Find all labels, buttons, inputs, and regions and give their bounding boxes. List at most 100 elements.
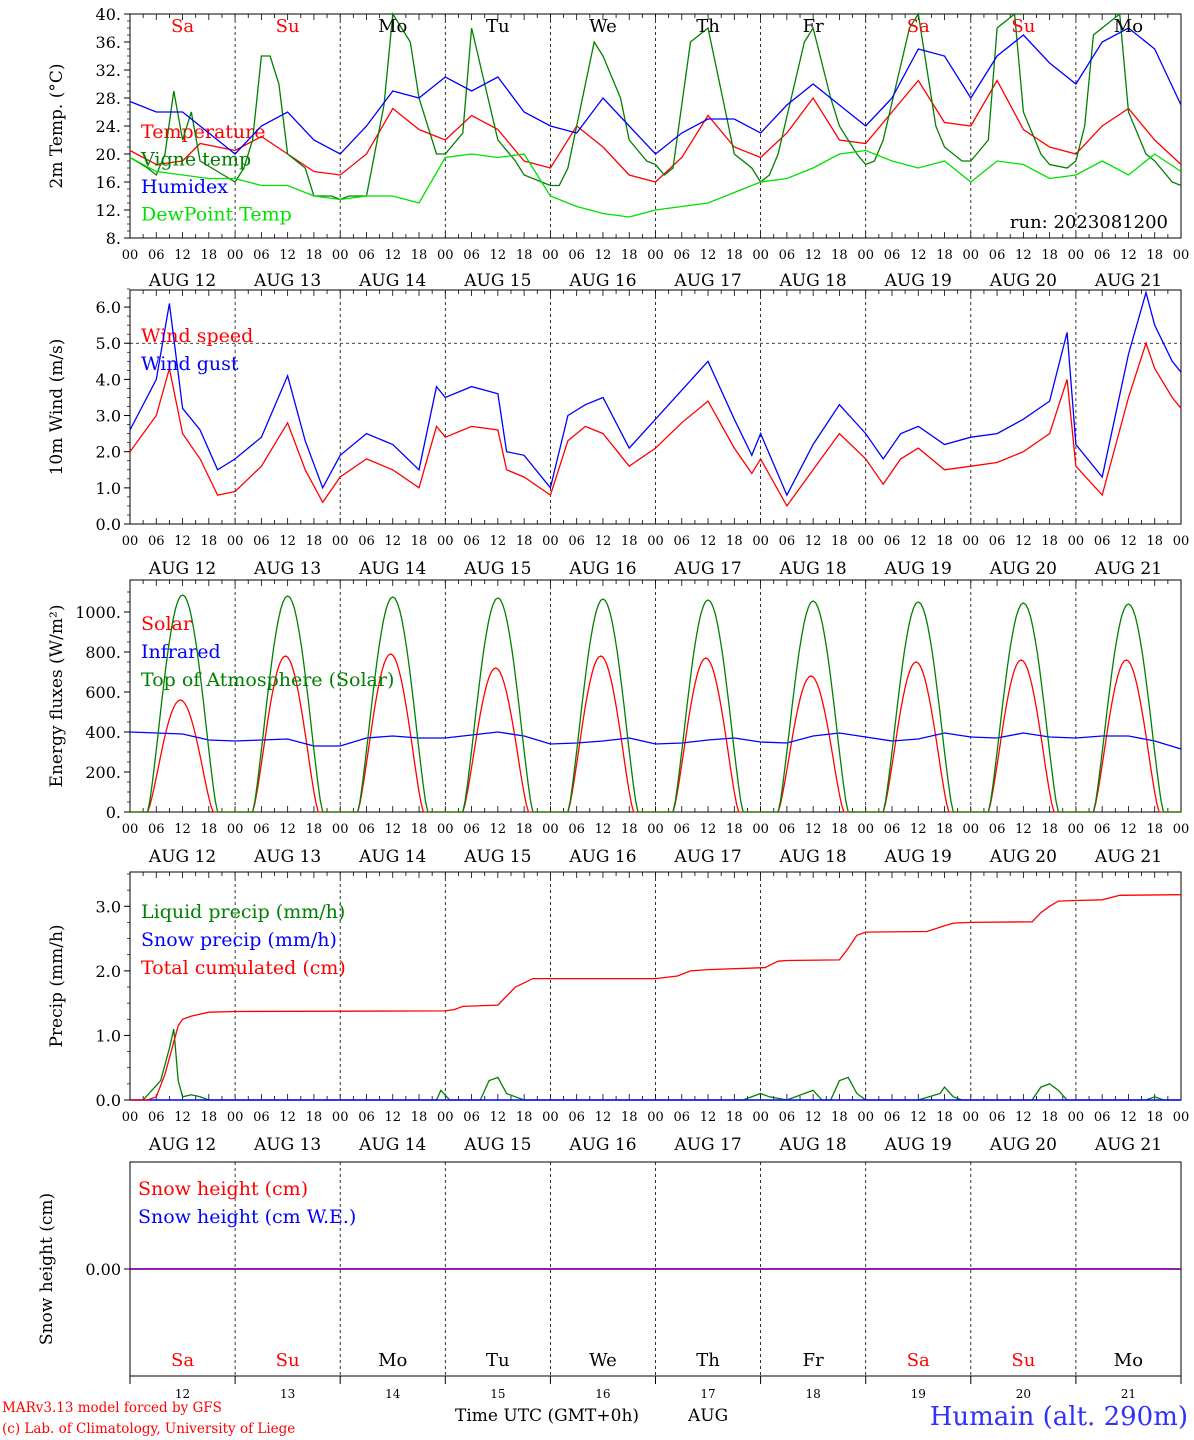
series-green-line <box>129 12 1182 201</box>
hour-tick-label: 00 <box>963 248 980 263</box>
hour-tick-label: 00 <box>1068 1110 1085 1125</box>
hour-tick-label: 18 <box>831 1110 848 1125</box>
y-tick-label: 40. <box>96 5 121 24</box>
hour-tick-label: 12 <box>910 534 927 549</box>
hour-tick-label: 00 <box>857 822 874 837</box>
weekday-label: Mo <box>378 16 407 37</box>
hour-tick-label: 12 <box>805 1110 822 1125</box>
hour-tick-label: 18 <box>306 534 323 549</box>
hour-tick-label: 06 <box>674 1110 691 1125</box>
hour-tick-label: 06 <box>779 248 796 263</box>
y-tick-label: 6.0 <box>96 298 121 317</box>
hour-tick-label: 06 <box>674 534 691 549</box>
hour-tick-label: 00 <box>963 1110 980 1125</box>
y-tick-label: 8. <box>106 229 121 248</box>
panel-3: 0. 200. 400. 600. 800. 1000. Energy fluxes (W/… <box>47 579 1189 867</box>
hour-tick-label: 00 <box>227 248 244 263</box>
date-label: AUG 21 <box>1094 271 1162 291</box>
credit-line-1: MARv3.13 model forced by GFS <box>2 1400 222 1416</box>
legend-2: Snow precip (mm/h) <box>141 929 337 951</box>
hour-tick-label: 18 <box>831 534 848 549</box>
hour-tick-label: 12 <box>490 534 507 549</box>
date-label: AUG 12 <box>148 271 216 291</box>
date-label: AUG 13 <box>253 271 321 291</box>
date-label: AUG 16 <box>568 559 636 579</box>
series-red-line <box>130 894 1182 1101</box>
hour-tick-label: 00 <box>437 534 454 549</box>
hour-tick-label: 06 <box>253 1110 270 1125</box>
hour-tick-label: 00 <box>122 248 139 263</box>
hour-tick-label: 12 <box>700 534 717 549</box>
hour-tick-label: 18 <box>621 822 638 837</box>
panel-5: 0.00 Snow height (cm) Snow height (cm) Snow… <box>37 1161 1182 1401</box>
date-label: AUG 18 <box>779 271 847 291</box>
weekday-label: We <box>589 1350 617 1371</box>
hour-tick-label: 00 <box>1173 248 1190 263</box>
hour-tick-label: 12 <box>700 822 717 837</box>
date-label: AUG 21 <box>1094 1135 1162 1155</box>
hour-tick-label: 06 <box>148 248 165 263</box>
y-tick-label: 16. <box>96 173 121 192</box>
hour-tick-label: 18 <box>201 1110 218 1125</box>
hour-tick-label: 00 <box>752 822 769 837</box>
y-tick-label: 3.0 <box>96 897 121 916</box>
hour-tick-label: 12 <box>910 822 927 837</box>
day-number-label: 13 <box>280 1387 295 1401</box>
date-label: AUG 13 <box>253 847 321 867</box>
hour-tick-label: 12 <box>1120 534 1137 549</box>
date-label: AUG 17 <box>673 559 741 579</box>
hour-tick-label: 18 <box>621 534 638 549</box>
hour-tick-label: 06 <box>884 1110 901 1125</box>
date-label: AUG 20 <box>989 559 1057 579</box>
date-label: AUG 16 <box>568 1135 636 1155</box>
hour-tick-label: 18 <box>726 534 743 549</box>
weekday-label: Mo <box>378 1350 407 1371</box>
hour-tick-label: 18 <box>516 248 533 263</box>
day-number-label: 15 <box>490 1387 505 1401</box>
hour-tick-label: 12 <box>805 822 822 837</box>
hour-tick-label: 18 <box>726 1110 743 1125</box>
hour-tick-label: 00 <box>1068 822 1085 837</box>
day-number-label: 20 <box>1016 1387 1031 1401</box>
hour-tick-label: 12 <box>384 822 401 837</box>
hour-tick-label: 00 <box>122 822 139 837</box>
hour-tick-label: 18 <box>936 1110 953 1125</box>
date-label: AUG 14 <box>358 559 426 579</box>
legend-2: Snow height (cm W.E.) <box>138 1206 356 1228</box>
hour-tick-label: 00 <box>647 248 664 263</box>
y-tick-label: 0.0 <box>96 1091 121 1110</box>
day-number-label: 18 <box>806 1387 821 1401</box>
date-label: AUG 21 <box>1094 559 1162 579</box>
legend-1: Solar <box>141 613 193 635</box>
weekday-label: We <box>589 16 617 37</box>
hour-tick-label: 12 <box>384 248 401 263</box>
hour-tick-label: 00 <box>857 248 874 263</box>
series-blue-line <box>129 290 1182 497</box>
hour-tick-label: 18 <box>936 248 953 263</box>
y-axis-title: 10m Wind (m/s) <box>47 339 67 476</box>
hour-tick-label: 00 <box>857 534 874 549</box>
date-label: AUG 15 <box>463 1135 531 1155</box>
hour-tick-label: 12 <box>1120 822 1137 837</box>
hour-tick-label: 18 <box>1146 1110 1163 1125</box>
date-label: AUG 19 <box>884 559 952 579</box>
hour-tick-label: 12 <box>1120 1110 1137 1125</box>
hour-tick-label: 12 <box>595 534 612 549</box>
hour-tick-label: 18 <box>1146 822 1163 837</box>
hour-tick-label: 18 <box>726 822 743 837</box>
date-label: AUG 21 <box>1094 847 1162 867</box>
hour-tick-label: 18 <box>411 1110 428 1125</box>
weekday-label: Sa <box>171 16 194 37</box>
date-label: AUG 18 <box>779 847 847 867</box>
date-label: AUG 20 <box>989 271 1057 291</box>
weekday-label: Su <box>276 16 300 37</box>
y-tick-label: 1.0 <box>96 479 121 498</box>
hour-tick-label: 06 <box>568 1110 585 1125</box>
hour-tick-label: 06 <box>1094 534 1111 549</box>
hour-tick-label: 00 <box>437 822 454 837</box>
hour-tick-label: 12 <box>595 1110 612 1125</box>
y-tick-label: 400. <box>85 723 121 742</box>
weekday-label: Tu <box>486 1350 510 1371</box>
hour-tick-label: 12 <box>805 248 822 263</box>
hour-tick-label: 00 <box>122 534 139 549</box>
